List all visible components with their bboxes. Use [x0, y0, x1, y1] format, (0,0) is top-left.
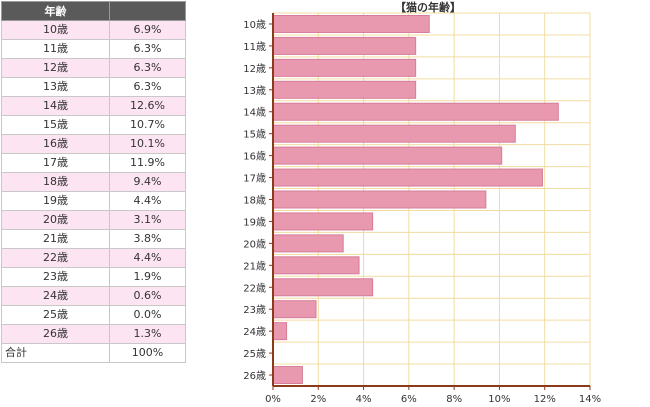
age-cell: 26歳 [1, 324, 110, 344]
table-body: 10歳 6.9% 11歳 6.3% 12歳 6.3% 13歳 6.3% 14歳 12.6% 15歳 1… [1, 20, 186, 363]
table-row: 25歳 0.0% [1, 305, 186, 325]
bar-16歳 [272, 146, 503, 165]
header-age: 年齢 [1, 1, 110, 21]
category-label: 13歳 [243, 85, 266, 97]
bar-22歳 [272, 278, 374, 297]
category-label: 25歳 [243, 348, 266, 360]
bar-23歳 [272, 300, 317, 319]
table-row: 17歳 11.9% [1, 153, 186, 173]
percent-cell: 3.1% [109, 210, 186, 230]
bar-10歳 [272, 14, 430, 33]
bar-14歳 [272, 102, 559, 121]
x-tick-label: 2% [310, 394, 326, 405]
table-row: 22歳 4.4% [1, 248, 186, 268]
bar-11歳 [272, 36, 417, 55]
age-cell: 16歳 [1, 134, 110, 154]
bar-13歳 [272, 80, 417, 99]
bar-20歳 [272, 234, 344, 253]
grid-lines [273, 12, 591, 387]
age-percentage-table: 年齢 10歳 6.9% 11歳 6.3% 12歳 6.3% 13歳 6.3% 14歳 12.6% 1… [1, 1, 186, 363]
chart-title: 【猫の年齢】 [395, 0, 461, 14]
age-cell: 25歳 [1, 305, 110, 325]
bar-12歳 [272, 58, 417, 77]
bars [272, 14, 559, 385]
percent-cell: 6.9% [109, 20, 186, 40]
x-tick-label: 8% [446, 394, 462, 405]
category-label: 24歳 [243, 326, 266, 338]
category-label: 12歳 [243, 63, 266, 75]
percent-cell: 4.4% [109, 248, 186, 268]
x-tick-label: 4% [356, 394, 372, 405]
category-label: 26歳 [243, 370, 266, 382]
table-row: 18歳 9.4% [1, 172, 186, 192]
table-row: 26歳 1.3% [1, 324, 186, 344]
x-tick-label: 12% [534, 394, 556, 405]
bar-18歳 [272, 190, 487, 209]
x-tick-label: 6% [401, 394, 417, 405]
category-label: 10歳 [243, 19, 266, 31]
bar-19歳 [272, 212, 374, 231]
category-label: 20歳 [243, 238, 266, 250]
category-label: 23歳 [243, 304, 266, 316]
total-row: 合計 100% [1, 343, 186, 363]
axes [269, 13, 591, 390]
percent-cell: 3.8% [109, 229, 186, 249]
age-cell: 13歳 [1, 77, 110, 97]
age-cell: 18歳 [1, 172, 110, 192]
tick-labels: 10歳 11歳 12歳 13歳 14歳 15歳 16歳 17歳 18歳 19歳 20歳 21歳 22歳 2… [243, 19, 601, 405]
category-label: 16歳 [243, 151, 266, 163]
category-label: 17歳 [243, 173, 266, 185]
x-tick-label: 0% [265, 394, 281, 405]
category-label: 18歳 [243, 195, 266, 207]
total-label: 合計 [1, 343, 110, 363]
table-row: 16歳 10.1% [1, 134, 186, 154]
percent-cell: 9.4% [109, 172, 186, 192]
percent-cell: 10.1% [109, 134, 186, 154]
age-cell: 22歳 [1, 248, 110, 268]
table-row: 14歳 12.6% [1, 96, 186, 116]
category-label: 22歳 [243, 282, 266, 294]
age-cell: 19歳 [1, 191, 110, 211]
x-tick-label: 14% [579, 394, 601, 405]
category-label: 15歳 [243, 129, 266, 141]
table-row: 23歳 1.9% [1, 267, 186, 287]
bar-26歳 [272, 366, 303, 385]
age-cell: 17歳 [1, 153, 110, 173]
total-value: 100% [109, 343, 186, 363]
bar-17歳 [272, 168, 543, 187]
percent-cell: 1.9% [109, 267, 186, 287]
percent-cell: 12.6% [109, 96, 186, 116]
percent-cell: 0.6% [109, 286, 186, 306]
x-tick-label: 10% [488, 394, 510, 405]
table-row: 21歳 3.8% [1, 229, 186, 249]
table-row: 13歳 6.3% [1, 77, 186, 97]
percent-cell: 0.0% [109, 305, 186, 325]
category-label: 21歳 [243, 260, 266, 272]
table-row: 20歳 3.1% [1, 210, 186, 230]
bar-21歳 [272, 256, 360, 275]
category-label: 11歳 [243, 41, 266, 53]
percent-cell: 6.3% [109, 58, 186, 78]
percent-cell: 6.3% [109, 77, 186, 97]
table-header-row: 年齢 [1, 1, 186, 21]
category-label: 19歳 [243, 216, 266, 228]
category-label: 14歳 [243, 107, 266, 119]
table-row: 24歳 0.6% [1, 286, 186, 306]
percent-cell: 1.3% [109, 324, 186, 344]
age-cell: 20歳 [1, 210, 110, 230]
bar-24歳 [272, 322, 288, 341]
bar-15歳 [272, 124, 516, 143]
